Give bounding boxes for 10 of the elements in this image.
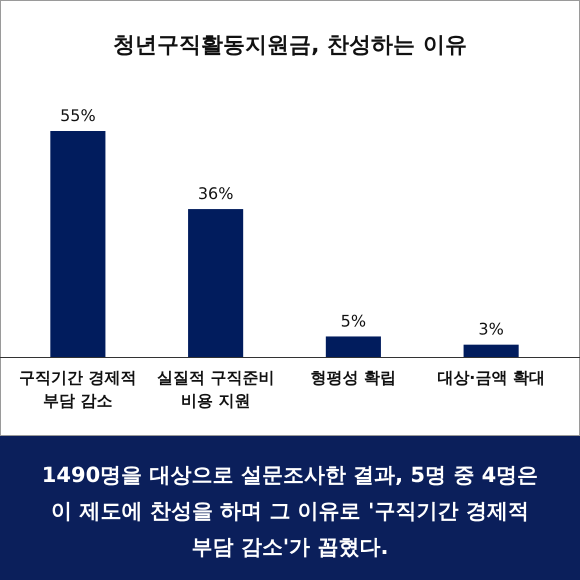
value-label: 5% <box>340 311 366 330</box>
title: 청년구직활동지원금, 찬성하는 이유 <box>113 33 467 58</box>
category-label: 형평성 확립 <box>310 368 396 387</box>
value-label: 3% <box>478 320 504 339</box>
value-label: 55% <box>60 106 96 125</box>
annotation: 1490명을 대상으로 설문조사한 결과, 5명 중 4명은 이 제도에 찬성을 하며 그 이유로 '구직기간 경제적 부담 감소'가 꼽혔다. <box>42 463 538 559</box>
value-label: 36% <box>198 184 234 204</box>
category-label: 구직기간 경제적 부담 감소 <box>19 368 137 410</box>
category-label: 실질적 구직준비 비용 지원 <box>156 368 274 410</box>
category-label: 대상·금액 확대 <box>437 368 545 387</box>
